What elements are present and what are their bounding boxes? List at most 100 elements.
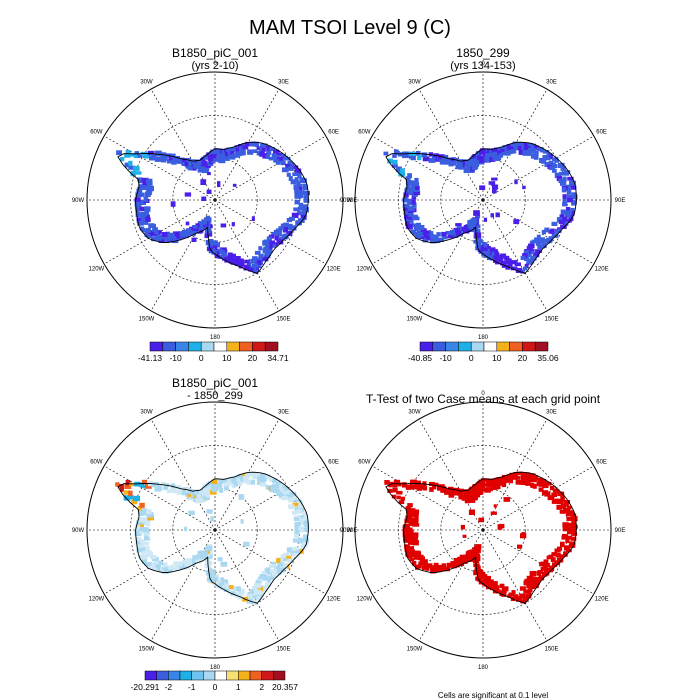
grid-cell bbox=[414, 182, 420, 187]
grid-cell bbox=[216, 583, 223, 589]
grid-cell bbox=[475, 576, 482, 581]
grid-cell bbox=[441, 231, 447, 237]
grid-cell bbox=[202, 166, 210, 171]
grid-cell bbox=[478, 517, 485, 523]
grid-cell bbox=[213, 576, 218, 582]
grid-cell bbox=[135, 205, 142, 210]
grid-cell bbox=[203, 495, 210, 500]
grid-cell bbox=[402, 197, 408, 203]
grid-cell bbox=[468, 509, 475, 515]
grid-cell bbox=[302, 186, 308, 191]
grid-cell bbox=[570, 182, 575, 187]
grid-cell bbox=[168, 156, 175, 161]
grid-cell bbox=[136, 219, 142, 224]
grid-cell bbox=[475, 214, 481, 219]
grid-cell bbox=[291, 212, 299, 218]
grid-cell bbox=[243, 479, 249, 484]
grid-cell bbox=[245, 475, 250, 479]
grid-cell bbox=[264, 252, 271, 257]
grid-cell bbox=[455, 165, 461, 170]
grid-cell bbox=[184, 161, 189, 167]
grid-cell bbox=[441, 157, 448, 163]
grid-cell bbox=[405, 550, 410, 556]
grid-cell bbox=[185, 221, 190, 226]
grid-cell bbox=[444, 161, 451, 165]
grid-cell bbox=[145, 521, 151, 527]
colorbar-label: 34.71 bbox=[267, 353, 289, 363]
grid-cell bbox=[301, 211, 307, 217]
grid-cell bbox=[144, 206, 151, 212]
grid-cell bbox=[391, 494, 397, 499]
grid-cell bbox=[458, 495, 465, 500]
grid-cell bbox=[163, 485, 169, 490]
colorbar-swatch bbox=[273, 670, 286, 681]
grid-cell bbox=[505, 151, 511, 156]
grid-cell bbox=[504, 148, 509, 154]
meridian-line bbox=[150, 529, 216, 642]
grid-cell bbox=[226, 585, 234, 589]
grid-cell bbox=[197, 221, 205, 225]
meridian-line bbox=[371, 465, 484, 531]
grid-cell bbox=[141, 479, 148, 484]
grid-cell bbox=[255, 596, 261, 601]
latitude-circle bbox=[172, 487, 258, 573]
grid-cell bbox=[460, 226, 468, 231]
panel-title: B1850_piC_001 bbox=[172, 376, 258, 390]
grid-cell bbox=[300, 214, 307, 220]
grid-cell bbox=[158, 234, 165, 239]
grid-cell bbox=[190, 230, 196, 236]
grid-cell bbox=[402, 153, 409, 159]
grid-cell bbox=[252, 475, 257, 480]
grid-cell bbox=[280, 223, 287, 228]
grid-cell bbox=[479, 149, 485, 155]
grid-cell bbox=[571, 192, 577, 197]
grid-cell bbox=[413, 190, 421, 196]
panel-title: T-Test of two Case means at each grid po… bbox=[366, 392, 601, 406]
grid-cell bbox=[397, 152, 403, 157]
grid-cell bbox=[295, 550, 300, 555]
grid-cell bbox=[513, 145, 520, 151]
grid-cell bbox=[533, 155, 539, 160]
grid-cell bbox=[498, 153, 504, 158]
grid-cell bbox=[491, 177, 498, 181]
longitude-label: 30E bbox=[278, 79, 289, 85]
grid-cell bbox=[523, 145, 531, 151]
grid-cell bbox=[170, 153, 176, 159]
grid-cell bbox=[150, 566, 158, 571]
grid-cell bbox=[238, 264, 244, 269]
grid-cell bbox=[451, 234, 459, 238]
grid-cell bbox=[185, 228, 192, 232]
grid-cell bbox=[485, 153, 491, 158]
grid-cell bbox=[280, 154, 287, 159]
grid-cell bbox=[567, 176, 574, 181]
grid-cell bbox=[501, 151, 508, 156]
grid-cell bbox=[154, 558, 159, 565]
grid-cell bbox=[225, 482, 230, 487]
grid-cell bbox=[454, 230, 461, 236]
grid-cell bbox=[418, 232, 424, 237]
grid-cell bbox=[556, 175, 563, 182]
grid-cell bbox=[412, 231, 420, 236]
grid-cell bbox=[234, 586, 241, 592]
grid-cell bbox=[403, 536, 410, 541]
grid-cell bbox=[249, 589, 255, 595]
grid-cell bbox=[185, 229, 193, 236]
grid-cell bbox=[182, 561, 188, 567]
grid-cell bbox=[257, 481, 263, 485]
longitude-label: 120E bbox=[327, 597, 341, 603]
grid-cell bbox=[294, 192, 301, 198]
grid-cell bbox=[303, 198, 310, 203]
grid-cell bbox=[571, 201, 576, 206]
grid-cell bbox=[223, 478, 229, 483]
grid-cell bbox=[527, 590, 532, 596]
grid-cell bbox=[465, 554, 471, 560]
colorbar-label: -1 bbox=[188, 682, 196, 692]
grid-cell bbox=[479, 484, 485, 489]
meridian-line bbox=[482, 135, 595, 201]
panel-subtitle: (yrs 134-153) bbox=[450, 60, 515, 72]
grid-cell bbox=[410, 479, 417, 485]
colorbar-swatch bbox=[239, 341, 253, 352]
grid-cell bbox=[303, 191, 310, 196]
colorbar-swatch bbox=[238, 670, 251, 681]
grid-cell bbox=[418, 561, 423, 566]
